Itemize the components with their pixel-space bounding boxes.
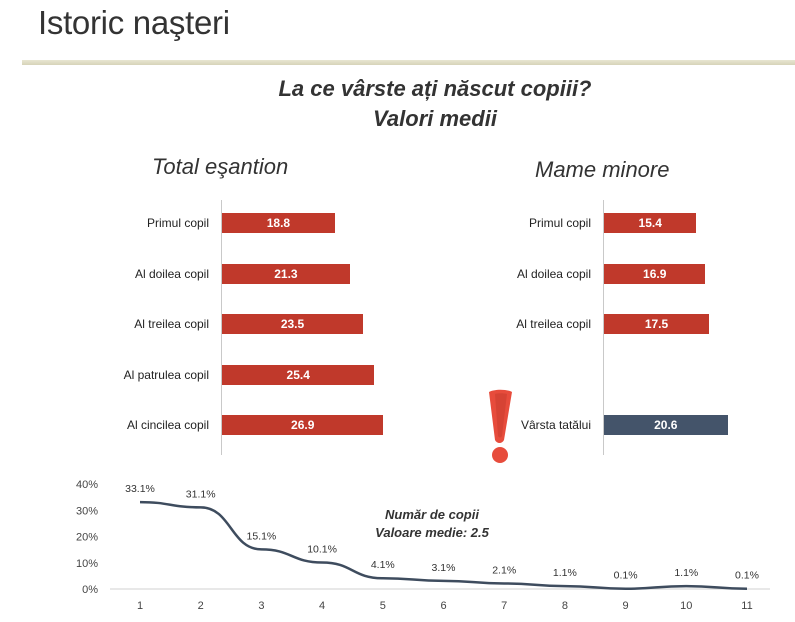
line-annotation-mean: Valoare medie: 2.5 xyxy=(375,525,489,540)
bar: 20.6 xyxy=(604,415,728,435)
line-x-tick-label: 11 xyxy=(741,600,752,612)
bar: 23.5 xyxy=(222,314,363,334)
line-x-tick-label: 4 xyxy=(319,600,325,612)
line-annotation-title: Număr de copii xyxy=(385,507,479,522)
line-data-label: 0.1% xyxy=(735,570,759,582)
bar: 26.9 xyxy=(222,415,384,435)
line-x-tick-label: 8 xyxy=(562,600,568,612)
panel-title-total: Total eşantion xyxy=(152,154,289,179)
line-data-label: 1.1% xyxy=(674,567,698,579)
line-y-tick-label: 20% xyxy=(76,532,98,544)
bar: 15.4 xyxy=(604,213,697,233)
panel-title-minor-mothers: Mame minore xyxy=(535,157,670,182)
line-data-label: 33.1% xyxy=(125,483,155,495)
line-data-label: 4.1% xyxy=(371,559,395,571)
bar: 25.4 xyxy=(222,364,375,385)
bar-axis-line xyxy=(221,200,222,455)
line-data-label: 3.1% xyxy=(432,562,456,574)
line-x-tick-label: 6 xyxy=(440,600,446,612)
line-x-tick-label: 7 xyxy=(501,600,507,612)
line-x-tick-label: 10 xyxy=(680,600,692,612)
page-title: Istoric naşteri xyxy=(38,4,230,41)
chart-title: La ce vârste ați născut copiii? Valori m… xyxy=(180,74,690,134)
bar-category-label: Al doilea copil xyxy=(516,266,591,281)
bar: 18.8 xyxy=(222,213,335,233)
line-data-label: 2.1% xyxy=(492,564,516,576)
line-y-tick-label: 0% xyxy=(82,584,98,596)
bar: 16.9 xyxy=(604,263,706,284)
bar-category-label: Al cincilea copil xyxy=(126,418,209,432)
bar-category-label: Al doilea copil xyxy=(134,266,209,281)
bar: 21.3 xyxy=(222,263,350,284)
line-data-label: 15.1% xyxy=(247,530,277,542)
bar-category-label: Al patrulea copil xyxy=(123,367,209,382)
line-data-label: 31.1% xyxy=(186,488,216,500)
bar-category-label: Vârsta tatălui xyxy=(520,418,591,432)
chart-title-question: La ce vârste ați născut copiii? xyxy=(278,76,592,101)
line-data-label: 10.1% xyxy=(307,543,337,555)
bar-axis-line xyxy=(603,200,604,455)
line-x-tick-label: 5 xyxy=(380,600,386,612)
bar-category-label: Al treilea copil xyxy=(516,317,591,331)
line-y-tick-label: 30% xyxy=(76,505,98,517)
bar: 17.5 xyxy=(604,314,709,334)
chart-title-subtitle: Valori medii xyxy=(373,106,497,131)
line-x-tick-label: 1 xyxy=(137,600,143,612)
line-x-tick-label: 3 xyxy=(258,600,264,612)
line-data-label: 0.1% xyxy=(614,570,638,582)
line-x-tick-label: 9 xyxy=(623,600,629,612)
exclamation-icon xyxy=(489,389,512,463)
bar-category-label: Primul copil xyxy=(528,216,591,230)
bar-category-label: Al treilea copil xyxy=(134,317,209,331)
title-divider xyxy=(22,60,795,65)
bar-category-label: Primul copil xyxy=(146,216,209,230)
line-data-label: 1.1% xyxy=(553,567,577,579)
line-y-tick-label: 10% xyxy=(76,558,98,570)
line-x-tick-label: 2 xyxy=(198,600,204,612)
line-y-tick-label: 40% xyxy=(76,479,98,491)
line-series-path xyxy=(139,500,748,590)
